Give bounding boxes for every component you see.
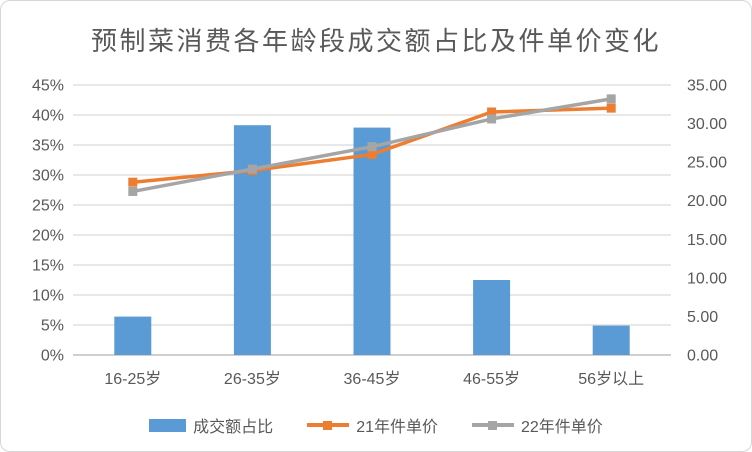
right-axis-tick: 15.00 [687,232,727,249]
marker-series-0 [367,149,377,159]
right-axis-tick: 35.00 [687,78,727,95]
marker-series-0 [128,177,138,187]
left-axis-tick: 30% [32,168,64,185]
bar-56岁以上 [592,325,630,355]
right-axis-tick: 30.00 [687,116,727,133]
x-axis-label: 26-35岁 [224,370,281,388]
left-axis-tick: 5% [41,318,64,335]
legend-item-line22[interactable]: 22年件单价 [472,413,603,437]
right-axis-tick: 10.00 [687,270,727,287]
marker-series-1 [367,142,377,152]
bar-46-55岁 [473,280,511,355]
x-axis-label: 16-25岁 [104,370,161,388]
left-axis-tick: 35% [32,138,64,155]
right-axis-tick: 0.00 [687,348,718,365]
legend-label-line21: 21年件单价 [356,419,438,436]
left-axis-tick: 15% [32,258,64,275]
legend: 成交额占比 21年件单价 22年件单价 [1,413,751,437]
left-axis-tick: 40% [32,108,64,125]
bar-26-35岁 [233,125,271,355]
marker-series-0 [606,103,616,113]
bar-16-25岁 [114,316,152,355]
marker-series-1 [487,114,497,124]
marker-series-1 [606,94,616,104]
right-axis-tick: 25.00 [687,155,727,172]
left-axis-tick: 45% [32,78,64,95]
x-axis-label: 46-55岁 [463,370,520,388]
left-axis-tick: 20% [32,228,64,245]
right-axis-tick: 5.00 [687,309,718,326]
legend-label-bar: 成交额占比 [193,419,274,436]
left-axis-tick: 0% [41,348,64,365]
x-axis-label: 56岁以上 [578,370,644,388]
legend-item-bar[interactable]: 成交额占比 [149,413,273,437]
bar-swatch-icon [149,418,187,432]
marker-series-1 [247,164,257,174]
right-axis-tick: 20.00 [687,193,727,210]
line22-swatch-icon [472,420,514,430]
left-axis-tick: 10% [32,288,64,305]
line21-swatch-marker [323,420,333,430]
marker-series-0 [487,107,497,117]
line21-swatch-icon [307,420,350,430]
x-axis-label: 36-45岁 [344,370,401,388]
legend-item-line21[interactable]: 21年件单价 [307,413,438,437]
bar-36-45岁 [353,127,391,355]
left-axis-tick: 25% [32,198,64,215]
chart-title: 预制菜消费各年龄段成交额占比及件单价变化 [90,26,661,56]
legend-label-line22: 22年件单价 [521,419,603,436]
marker-series-1 [128,186,138,196]
line22-swatch-marker [488,420,497,430]
